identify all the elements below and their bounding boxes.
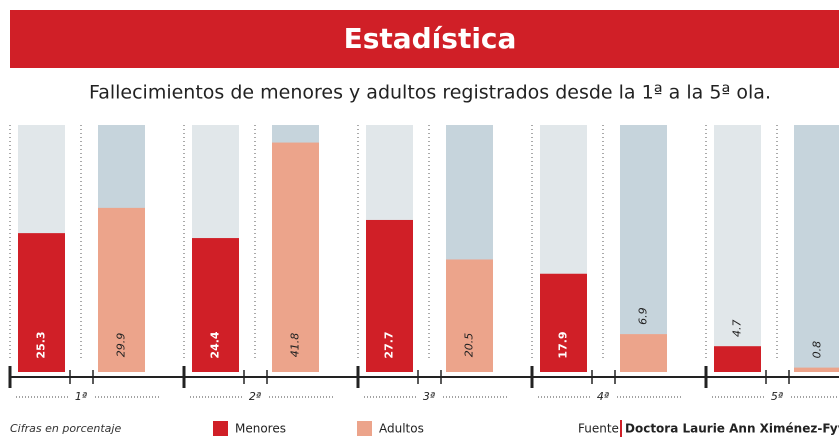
bar <box>540 273 587 372</box>
legend-label: Adultos <box>379 422 424 436</box>
data-label: 4.7 <box>731 319 744 337</box>
data-label: 41.8 <box>289 333 302 358</box>
data-label: 20.5 <box>463 333 476 358</box>
data-label: 17.9 <box>557 331 570 358</box>
bar-background <box>620 125 667 372</box>
legend-swatch <box>357 421 372 436</box>
source-label: Fuente <box>578 422 619 436</box>
x-tick-label: 4ª <box>597 390 609 403</box>
note: Cifras en porcentaje <box>10 422 121 435</box>
x-tick-label: 5ª <box>771 390 783 403</box>
header-bar <box>10 10 839 68</box>
x-tick-label: 1ª <box>75 390 87 403</box>
bar-background <box>794 125 839 372</box>
data-label: 24.4 <box>209 331 222 358</box>
bar <box>446 259 493 372</box>
bar <box>794 367 839 372</box>
bar <box>272 142 319 372</box>
bar <box>620 334 667 372</box>
data-label: 6.9 <box>637 307 650 325</box>
chart-title: Estadística <box>344 22 517 55</box>
bar <box>366 219 413 372</box>
data-label: 0.8 <box>811 341 824 359</box>
bar-background <box>714 125 761 372</box>
bar <box>18 233 65 372</box>
legend-label: Menores <box>235 422 286 436</box>
data-label: 27.7 <box>383 331 396 358</box>
source: Doctora Laurie Ann Ximénez-Fyvie <box>625 422 839 436</box>
data-label: 29.9 <box>115 333 128 358</box>
chart-subtitle: Fallecimientos de menores y adultos regi… <box>89 82 771 104</box>
legend-swatch <box>213 421 228 436</box>
bar <box>98 207 145 372</box>
bar <box>714 346 761 372</box>
source-divider <box>620 420 622 437</box>
data-label: 25.3 <box>35 331 48 358</box>
x-tick-label: 3ª <box>423 390 435 403</box>
bar <box>192 238 239 372</box>
x-tick-label: 2ª <box>249 390 261 403</box>
